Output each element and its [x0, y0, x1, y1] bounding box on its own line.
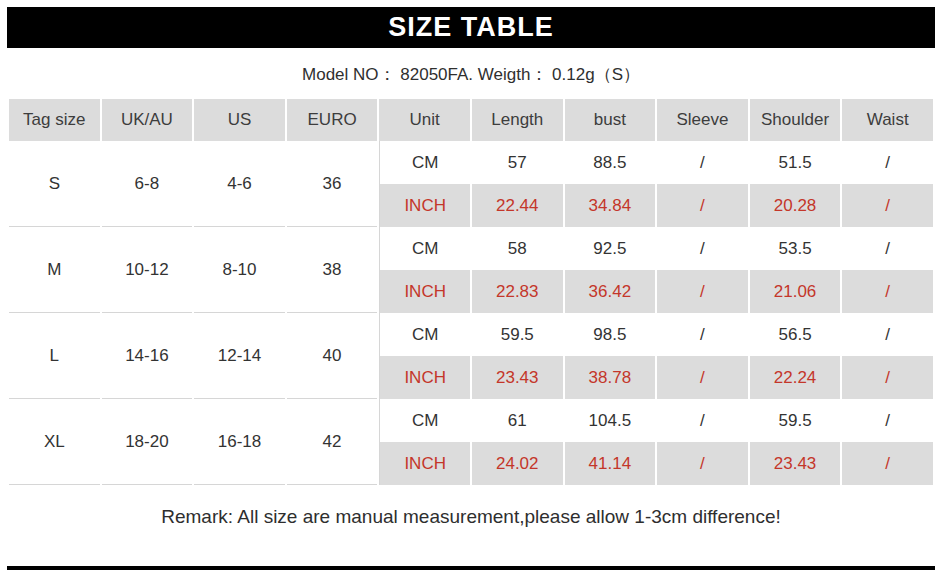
cell-m-cm-length: 58	[472, 227, 563, 270]
title-bar: SIZE TABLE	[7, 7, 935, 48]
size-table: Tag sizeUK/AUUSEUROUnitLengthbustSleeveS…	[7, 99, 935, 485]
cell-xl-euro: 42	[287, 399, 378, 485]
cell-m-cm-sleeve: /	[657, 227, 748, 270]
cell-l-cm-shoulder: 56.5	[750, 313, 841, 356]
cell-l-inch-waist: /	[842, 356, 933, 399]
cell-xl-us: 16-18	[194, 399, 285, 485]
cell-xl-inch-length: 24.02	[472, 442, 563, 485]
row-s-cm: S6-84-636CM5788.5/51.5/	[9, 141, 933, 184]
header-row: Tag sizeUK/AUUSEUROUnitLengthbustSleeveS…	[9, 99, 933, 141]
column-header-unit: Unit	[379, 99, 470, 141]
cell-m-cm-bust: 92.5	[565, 227, 656, 270]
row-l-cm: L14-1612-1440CM59.598.5/56.5/	[9, 313, 933, 356]
cell-xl-inch-shoulder: 23.43	[750, 442, 841, 485]
column-header-tag-size: Tag size	[9, 99, 100, 141]
cell-s-cm-waist: /	[842, 141, 933, 184]
cell-s-inch-length: 22.44	[472, 184, 563, 227]
unit-label-s-inch: INCH	[379, 184, 470, 227]
cell-xl-cm-bust: 104.5	[565, 399, 656, 442]
cell-l-euro: 40	[287, 313, 378, 399]
cell-m-inch-shoulder: 21.06	[750, 270, 841, 313]
cell-xl-cm-shoulder: 59.5	[750, 399, 841, 442]
cell-m-cm-waist: /	[842, 227, 933, 270]
cell-s-cm-bust: 88.5	[565, 141, 656, 184]
cell-xl-inch-bust: 41.14	[565, 442, 656, 485]
cell-s-inch-bust: 34.84	[565, 184, 656, 227]
column-header-bust: bust	[565, 99, 656, 141]
cell-xl-inch-waist: /	[842, 442, 933, 485]
unit-label-l-cm: CM	[379, 313, 470, 356]
cell-xl-cm-waist: /	[842, 399, 933, 442]
unit-label-l-inch: INCH	[379, 356, 470, 399]
remark-text: Remark: All size are manual measurement,…	[0, 506, 942, 528]
unit-label-xl-cm: CM	[379, 399, 470, 442]
cell-l-cm-bust: 98.5	[565, 313, 656, 356]
page-title: SIZE TABLE	[388, 12, 554, 43]
cell-xl-tag-size: XL	[9, 399, 100, 485]
cell-xl-inch-sleeve: /	[657, 442, 748, 485]
cell-l-us: 12-14	[194, 313, 285, 399]
cell-l-tag-size: L	[9, 313, 100, 399]
column-header-sleeve: Sleeve	[657, 99, 748, 141]
cell-xl-uk-au: 18-20	[102, 399, 193, 485]
unit-label-xl-inch: INCH	[379, 442, 470, 485]
cell-m-inch-bust: 36.42	[565, 270, 656, 313]
column-header-euro: EURO	[287, 99, 378, 141]
cell-l-uk-au: 14-16	[102, 313, 193, 399]
cell-s-tag-size: S	[9, 141, 100, 227]
cell-s-inch-waist: /	[842, 184, 933, 227]
cell-s-inch-shoulder: 20.28	[750, 184, 841, 227]
column-header-us: US	[194, 99, 285, 141]
cell-l-cm-sleeve: /	[657, 313, 748, 356]
cell-xl-cm-length: 61	[472, 399, 563, 442]
unit-label-s-cm: CM	[379, 141, 470, 184]
column-header-length: Length	[472, 99, 563, 141]
cell-m-tag-size: M	[9, 227, 100, 313]
unit-label-m-cm: CM	[379, 227, 470, 270]
column-header-uk-au: UK/AU	[102, 99, 193, 141]
cell-s-inch-sleeve: /	[657, 184, 748, 227]
cell-m-euro: 38	[287, 227, 378, 313]
cell-m-cm-shoulder: 53.5	[750, 227, 841, 270]
cell-m-inch-waist: /	[842, 270, 933, 313]
cell-m-inch-length: 22.83	[472, 270, 563, 313]
cell-l-cm-waist: /	[842, 313, 933, 356]
cell-m-us: 8-10	[194, 227, 285, 313]
cell-l-cm-length: 59.5	[472, 313, 563, 356]
column-header-shoulder: Shoulder	[750, 99, 841, 141]
column-header-waist: Waist	[842, 99, 933, 141]
cell-l-inch-length: 23.43	[472, 356, 563, 399]
cell-s-cm-sleeve: /	[657, 141, 748, 184]
cell-s-cm-shoulder: 51.5	[750, 141, 841, 184]
cell-m-inch-sleeve: /	[657, 270, 748, 313]
cell-s-us: 4-6	[194, 141, 285, 227]
cell-l-inch-sleeve: /	[657, 356, 748, 399]
cell-xl-cm-sleeve: /	[657, 399, 748, 442]
model-info: Model NO： 82050FA. Weigth： 0.12g（S）	[0, 63, 942, 86]
cell-l-inch-shoulder: 22.24	[750, 356, 841, 399]
bottom-divider-bar	[7, 566, 935, 570]
row-xl-cm: XL18-2016-1842CM61104.5/59.5/	[9, 399, 933, 442]
cell-s-uk-au: 6-8	[102, 141, 193, 227]
cell-s-euro: 36	[287, 141, 378, 227]
cell-l-inch-bust: 38.78	[565, 356, 656, 399]
cell-m-uk-au: 10-12	[102, 227, 193, 313]
row-m-cm: M10-128-1038CM5892.5/53.5/	[9, 227, 933, 270]
unit-label-m-inch: INCH	[379, 270, 470, 313]
cell-s-cm-length: 57	[472, 141, 563, 184]
